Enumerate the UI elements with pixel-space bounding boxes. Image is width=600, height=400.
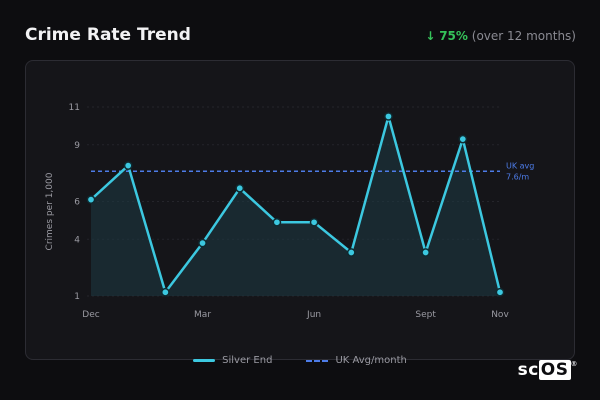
legend-swatch-solid xyxy=(193,359,216,362)
data-point xyxy=(458,134,468,144)
x-tick-label: Nov xyxy=(491,310,509,320)
trend-change: ↓ 75% (over 12 months) xyxy=(425,29,576,43)
series-area xyxy=(91,116,500,296)
x-tick-label: Jun xyxy=(306,310,321,320)
change-period: (over 12 months) xyxy=(471,29,576,43)
change-percent: 75% xyxy=(439,29,468,43)
y-tick-label: 6 xyxy=(74,198,80,208)
brand-logo: sc OS ® xyxy=(517,360,578,380)
data-point xyxy=(421,248,430,257)
y-axis-label: Crimes per 1,000 xyxy=(45,172,55,250)
data-point xyxy=(272,217,282,227)
x-tick-label: Dec xyxy=(82,310,99,320)
data-point xyxy=(346,248,356,257)
uk-average-label: UK avg xyxy=(506,161,534,170)
data-point xyxy=(495,287,505,297)
y-tick-label: 11 xyxy=(69,103,80,113)
series-line-silver-end xyxy=(90,115,502,294)
uk-average-value: 7.6/m xyxy=(506,172,529,181)
legend-swatch-dashed xyxy=(306,359,329,362)
x-tick-label: Sept xyxy=(415,310,436,320)
data-point xyxy=(161,287,170,297)
legend-item-uk-avg[interactable]: UK Avg/month xyxy=(306,355,407,366)
y-tick-label: 1 xyxy=(74,292,80,302)
down-arrow-icon: ↓ xyxy=(425,29,436,43)
chart-title: Crime Rate Trend xyxy=(25,25,191,45)
data-point xyxy=(384,112,393,121)
y-tick-label: 4 xyxy=(74,235,80,245)
data-point xyxy=(235,183,245,193)
legend-label: Silver End xyxy=(222,355,273,366)
y-tick-label: 9 xyxy=(74,141,80,151)
data-point xyxy=(86,195,96,204)
chart-legend: Silver End UK Avg/month xyxy=(0,355,600,366)
data-point xyxy=(198,238,207,248)
legend-label: UK Avg/month xyxy=(335,355,407,366)
data-point xyxy=(309,217,319,227)
legend-item-silver-end[interactable]: Silver End xyxy=(193,355,272,366)
data-point xyxy=(123,161,133,170)
x-tick-label: Mar xyxy=(194,310,211,320)
